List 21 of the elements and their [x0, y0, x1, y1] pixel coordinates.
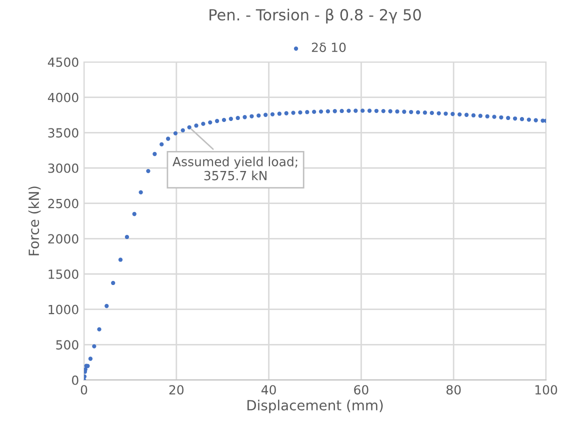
x-tick-label: 0 [80, 385, 88, 395]
x-tick-label: 40 [261, 385, 276, 395]
y-tick-label: 2500 [48, 198, 78, 208]
y-tick-label: 1500 [48, 269, 78, 279]
legend-label: 2δ 10 [312, 42, 346, 52]
x-tick-label: 100 [535, 385, 558, 395]
x-tick-label: 60 [354, 385, 368, 395]
y-tick-label: 4500 [48, 57, 78, 67]
chart-title: Pen. - Torsion - β 0.8 - 2γ 50 [210, 8, 421, 24]
y-tick-label: 0 [72, 375, 78, 385]
x-tick-label: 80 [446, 385, 461, 395]
x-axis-title: Displacement (mm) [247, 400, 383, 414]
y-tick-label: 500 [56, 340, 78, 350]
y-tick-label: 4000 [48, 92, 78, 102]
x-tick-label: 20 [169, 385, 184, 395]
y-tick-label: 3500 [48, 128, 78, 138]
y-tick-label: 2000 [48, 234, 78, 244]
y-tick-label: 3000 [48, 163, 78, 173]
y-axis-title: Force (kN) [28, 186, 41, 256]
annotation: Assumed yield load; 3575.7 kN [172, 156, 298, 180]
y-tick-label: 1000 [48, 304, 78, 314]
